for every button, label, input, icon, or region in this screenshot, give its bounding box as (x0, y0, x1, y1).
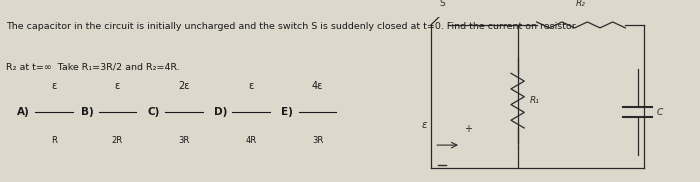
Text: A): A) (18, 107, 30, 117)
Text: R: R (51, 136, 57, 145)
Text: D): D) (214, 107, 228, 117)
Text: 4ε: 4ε (312, 81, 323, 91)
Text: R₂ at t=∞  Take R₁=3R/2 and R₂=4R.: R₂ at t=∞ Take R₁=3R/2 and R₂=4R. (6, 63, 180, 72)
Text: 3R: 3R (178, 136, 190, 145)
Text: 2R: 2R (112, 136, 123, 145)
Text: ε: ε (51, 81, 57, 91)
Text: C): C) (148, 107, 160, 117)
Text: ε: ε (248, 81, 253, 91)
Text: 4R: 4R (245, 136, 256, 145)
Text: S: S (440, 0, 445, 9)
Text: 2ε: 2ε (178, 81, 190, 91)
Text: B): B) (80, 107, 94, 117)
Text: 3R: 3R (312, 136, 323, 145)
Text: +: + (464, 124, 473, 134)
Text: R₂: R₂ (576, 0, 586, 9)
Text: The capacitor in the circuit is initially uncharged and the switch S is suddenly: The capacitor in the circuit is initiall… (6, 22, 576, 31)
Text: ε: ε (115, 81, 120, 91)
Text: R₁: R₁ (530, 96, 540, 105)
Text: E): E) (281, 107, 293, 117)
Text: ε: ε (422, 120, 428, 130)
Text: C: C (657, 108, 663, 117)
